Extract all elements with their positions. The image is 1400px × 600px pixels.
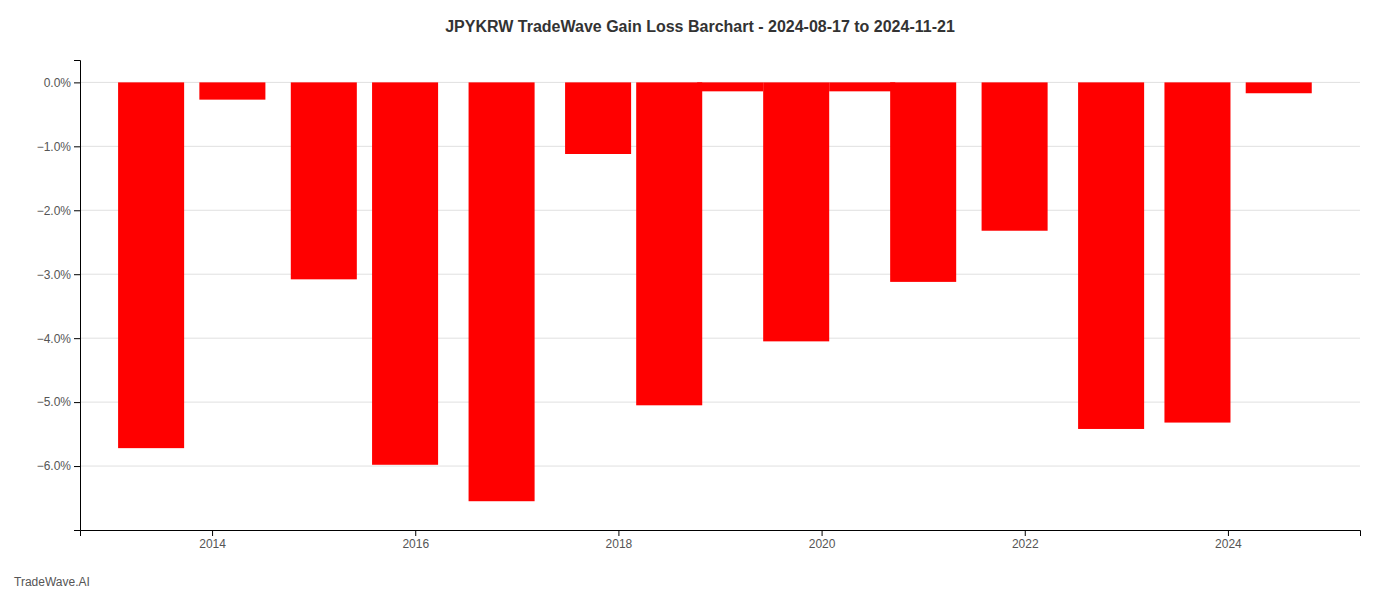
y-tick-mark (74, 338, 80, 339)
x-tick: 2014 (199, 530, 226, 551)
y-axis-line (74, 61, 81, 531)
x-tick-label: 2018 (606, 537, 633, 551)
y-tick: −2.0% (37, 204, 80, 218)
y-tick: −3.0% (37, 268, 80, 282)
y-tick-label: 0.0% (44, 76, 72, 90)
annotation: TradeWave.AI (14, 575, 90, 589)
x-tick: 2018 (606, 530, 633, 551)
y-axis: 0.0% −1.0% −2.0% −3.0% −4.0% −5.0% −6.0% (37, 61, 81, 531)
x-tick-mark (822, 530, 823, 536)
y-tick-mark (74, 82, 80, 83)
bar (697, 82, 763, 91)
x-axis: 2014 2016 2018 2020 2022 2024 (81, 530, 1361, 551)
x-tick-label: 2016 (402, 537, 429, 551)
y-tick-label: −6.0% (37, 459, 72, 473)
y-tick-mark (74, 146, 80, 147)
x-axis-line (81, 531, 1361, 537)
y-tick-mark (74, 210, 80, 211)
grid-line (80, 466, 1360, 467)
y-tick: −5.0% (37, 395, 80, 409)
x-tick-label: 2024 (1215, 537, 1242, 551)
y-tick-label: −2.0% (37, 204, 72, 218)
y-tick-label: −4.0% (37, 332, 72, 346)
bar (829, 82, 895, 91)
x-tick: 2022 (1012, 530, 1039, 551)
x-tick-mark (618, 530, 619, 536)
x-tick-mark (1228, 530, 1229, 536)
bar (199, 82, 265, 99)
bar (1164, 82, 1230, 422)
y-tick-mark (74, 402, 80, 403)
x-tick: 2020 (809, 530, 836, 551)
bars (118, 82, 1312, 501)
grid (80, 82, 1360, 466)
bar (118, 82, 184, 448)
y-tick: −1.0% (37, 140, 80, 154)
y-tick: −4.0% (37, 332, 80, 346)
y-tick: −6.0% (37, 459, 80, 473)
x-tick: 2024 (1215, 530, 1242, 551)
chart-svg: 2014 2016 2018 2020 2022 2024 0.0% −1.0% −2.0% −3… (0, 0, 1400, 600)
x-tick-mark (415, 530, 416, 536)
x-tick-label: 2022 (1012, 537, 1039, 551)
y-tick: 0.0% (44, 76, 80, 90)
bar (1078, 82, 1144, 429)
bar (636, 82, 702, 405)
chart-container: 2014 2016 2018 2020 2022 2024 0.0% −1.0% −2.0% −3… (0, 0, 1400, 600)
bar (469, 82, 535, 501)
bar (763, 82, 829, 341)
bar (890, 82, 956, 282)
x-tick: 2016 (402, 530, 429, 551)
y-tick-label: −5.0% (37, 395, 72, 409)
title: JPYKRW TradeWave Gain Loss Barchart - 20… (445, 18, 955, 35)
y-tick-mark (74, 274, 80, 275)
x-tick-mark (1025, 530, 1026, 536)
bar (982, 82, 1048, 230)
bar (372, 82, 438, 464)
bar (565, 82, 631, 154)
y-tick-mark (74, 466, 80, 467)
y-tick-label: −1.0% (37, 140, 72, 154)
plot-area: 2014 2016 2018 2020 2022 2024 0.0% −1.0% −2.0% −3… (37, 61, 1361, 551)
bar (1246, 82, 1312, 93)
y-tick-label: −3.0% (37, 268, 72, 282)
x-tick-label: 2020 (809, 537, 836, 551)
x-tick-mark (212, 530, 213, 536)
bar (291, 82, 357, 279)
x-tick-label: 2014 (199, 537, 226, 551)
